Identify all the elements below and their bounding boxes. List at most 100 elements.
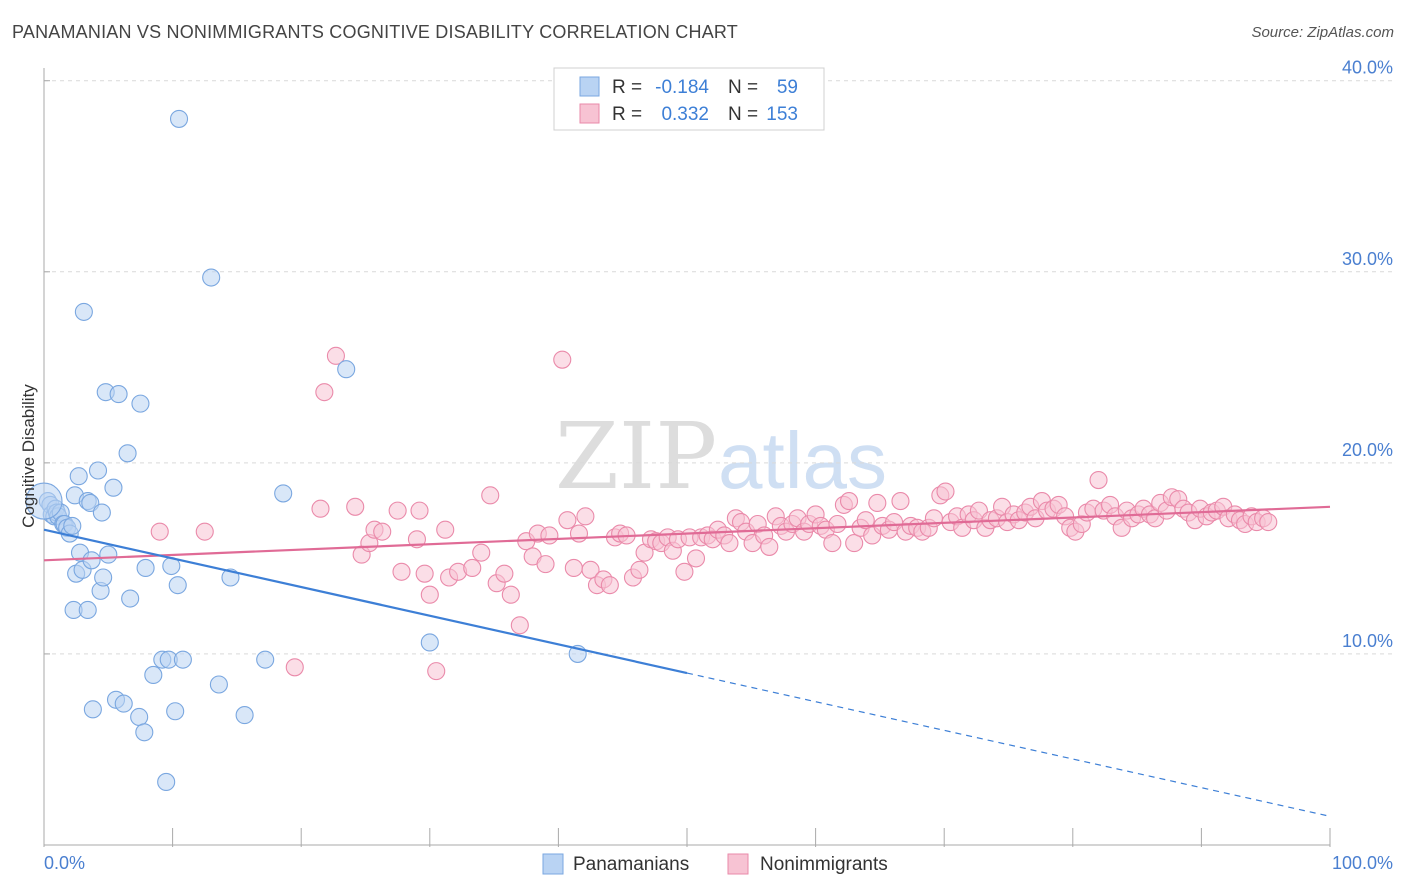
panamanian-point xyxy=(94,568,113,587)
legend-bottom-swatch-blue xyxy=(542,853,564,875)
nonimmigrant-point xyxy=(392,562,411,581)
nonimmigrant-point xyxy=(564,558,583,577)
nonimmigrant-point xyxy=(569,524,589,543)
y-tick-label: 10.0% xyxy=(1342,631,1393,651)
panamanian-point xyxy=(69,467,88,486)
panamanian-point xyxy=(135,723,154,742)
panamanian-point xyxy=(104,478,123,497)
nonimmigrant-point xyxy=(495,564,514,583)
data-points xyxy=(25,109,1278,791)
nonimmigrant-point xyxy=(481,486,500,505)
nonimmigrant-point xyxy=(936,482,955,501)
legend-r-value-1: -0.184 xyxy=(655,77,709,98)
nonimmigrant-point xyxy=(868,493,887,513)
nonimmigrant-point xyxy=(720,534,739,553)
nonimmigrant-point xyxy=(760,537,779,556)
legend-n-value-1: 59 xyxy=(777,77,798,98)
nonimmigrant-point xyxy=(463,558,482,577)
panamanian-point xyxy=(274,484,293,503)
panamanian-point xyxy=(99,545,118,564)
legend-n-label-2: N = xyxy=(728,104,758,125)
nonimmigrant-point xyxy=(415,564,434,583)
nonimmigrant-point xyxy=(540,526,559,545)
nonimmigrant-point xyxy=(315,383,334,402)
panamanian-point xyxy=(256,650,275,669)
watermark: ZIP atlas xyxy=(555,403,887,510)
panamanian-point xyxy=(136,558,155,577)
panamanian-point xyxy=(83,700,102,719)
legend-r-value-2: 0.332 xyxy=(661,104,709,125)
panamanian-point xyxy=(131,394,150,413)
nonimmigrant-point xyxy=(326,346,345,365)
panamanian-point xyxy=(235,706,254,725)
nonimmigrant-point xyxy=(553,350,572,369)
legend-swatch-pink xyxy=(579,103,600,124)
nonimmigrant-point xyxy=(823,534,842,553)
panamanian-point xyxy=(130,707,149,727)
nonimmigrant-point xyxy=(472,543,491,562)
nonimmigrant-point xyxy=(388,501,407,520)
chart-title: PANAMANIAN VS NONIMMIGRANTS COGNITIVE DI… xyxy=(12,22,738,42)
panamanian-point xyxy=(209,675,228,694)
panamanian-point xyxy=(114,694,133,713)
panamanian-point xyxy=(121,589,140,608)
panamanian-point xyxy=(74,302,93,321)
nonimmigrant-point xyxy=(510,616,529,635)
watermark-zip: ZIP xyxy=(555,403,717,510)
legend-bottom-swatch-pink xyxy=(727,853,749,875)
nonimmigrant-point xyxy=(436,520,455,539)
nonimmigrant-point xyxy=(1259,513,1278,532)
panamanian-point xyxy=(92,503,111,522)
nonimmigrant-point xyxy=(891,492,910,511)
legend-r-label-2: R = xyxy=(612,104,642,125)
legend-n-label-1: N = xyxy=(728,77,758,98)
nonimmigrant-point xyxy=(285,658,304,677)
axes xyxy=(43,68,1331,847)
nonimmigrant-point xyxy=(150,522,169,541)
legend-swatch-blue xyxy=(579,76,600,97)
panamanian-point xyxy=(63,516,82,535)
nonimmigrant-point xyxy=(195,522,214,541)
nonimmigrant-point xyxy=(686,549,706,568)
panamanian-point xyxy=(118,444,137,463)
y-tick-label: 20.0% xyxy=(1342,440,1393,460)
nonimmigrant-point xyxy=(558,511,577,530)
y-tick-label: 40.0% xyxy=(1342,58,1393,78)
panamanian-point xyxy=(169,109,189,128)
source-label: Source: ZipAtlas.com xyxy=(1251,24,1394,41)
panamanian-point xyxy=(78,600,97,620)
panamanian-point xyxy=(337,360,356,379)
nonimmigrant-point xyxy=(1089,471,1108,490)
gridlines xyxy=(44,80,1392,655)
panamanian-point xyxy=(82,551,101,570)
legend-r-label-1: R = xyxy=(612,77,642,98)
legend-top: R = -0.184 N = 59 R = 0.332 N = 153 xyxy=(553,67,825,131)
legend-n-value-2: 153 xyxy=(766,104,798,125)
nonimmigrant-point xyxy=(311,499,330,518)
panamanian-point xyxy=(157,772,176,791)
nonimmigrant-point xyxy=(675,562,694,581)
y-tick-labels: 10.0% 20.0% 30.0% 40.0% xyxy=(1342,58,1393,651)
panamanians-trend-extension xyxy=(686,672,1331,817)
y-axis-title: Cognitive Disability xyxy=(19,384,38,528)
nonimmigrant-point xyxy=(828,514,847,534)
nonimmigrant-point xyxy=(600,576,619,595)
panamanian-point xyxy=(88,461,108,480)
panamanian-point xyxy=(144,665,163,684)
legend-bottom: Panamanians Nonimmigrants xyxy=(542,853,888,875)
nonimmigrant-point xyxy=(630,560,649,579)
panamanian-point xyxy=(25,482,63,520)
nonimmigrant-point xyxy=(536,555,555,574)
panamanians-trend-line xyxy=(43,528,688,675)
panamanian-point xyxy=(420,633,439,652)
nonimmigrant-point xyxy=(420,585,439,604)
nonimmigrant-point xyxy=(856,511,875,530)
panamanian-point xyxy=(109,385,128,404)
nonimmigrant-point xyxy=(410,501,429,520)
nonimmigrant-point xyxy=(576,507,595,526)
panamanian-point xyxy=(173,650,192,669)
nonimmigrant-point xyxy=(427,662,446,681)
nonimmigrant-point xyxy=(839,492,859,511)
trend-lines xyxy=(43,505,1331,817)
x-tick-labels: 0.0% 100.0% xyxy=(44,853,1393,873)
